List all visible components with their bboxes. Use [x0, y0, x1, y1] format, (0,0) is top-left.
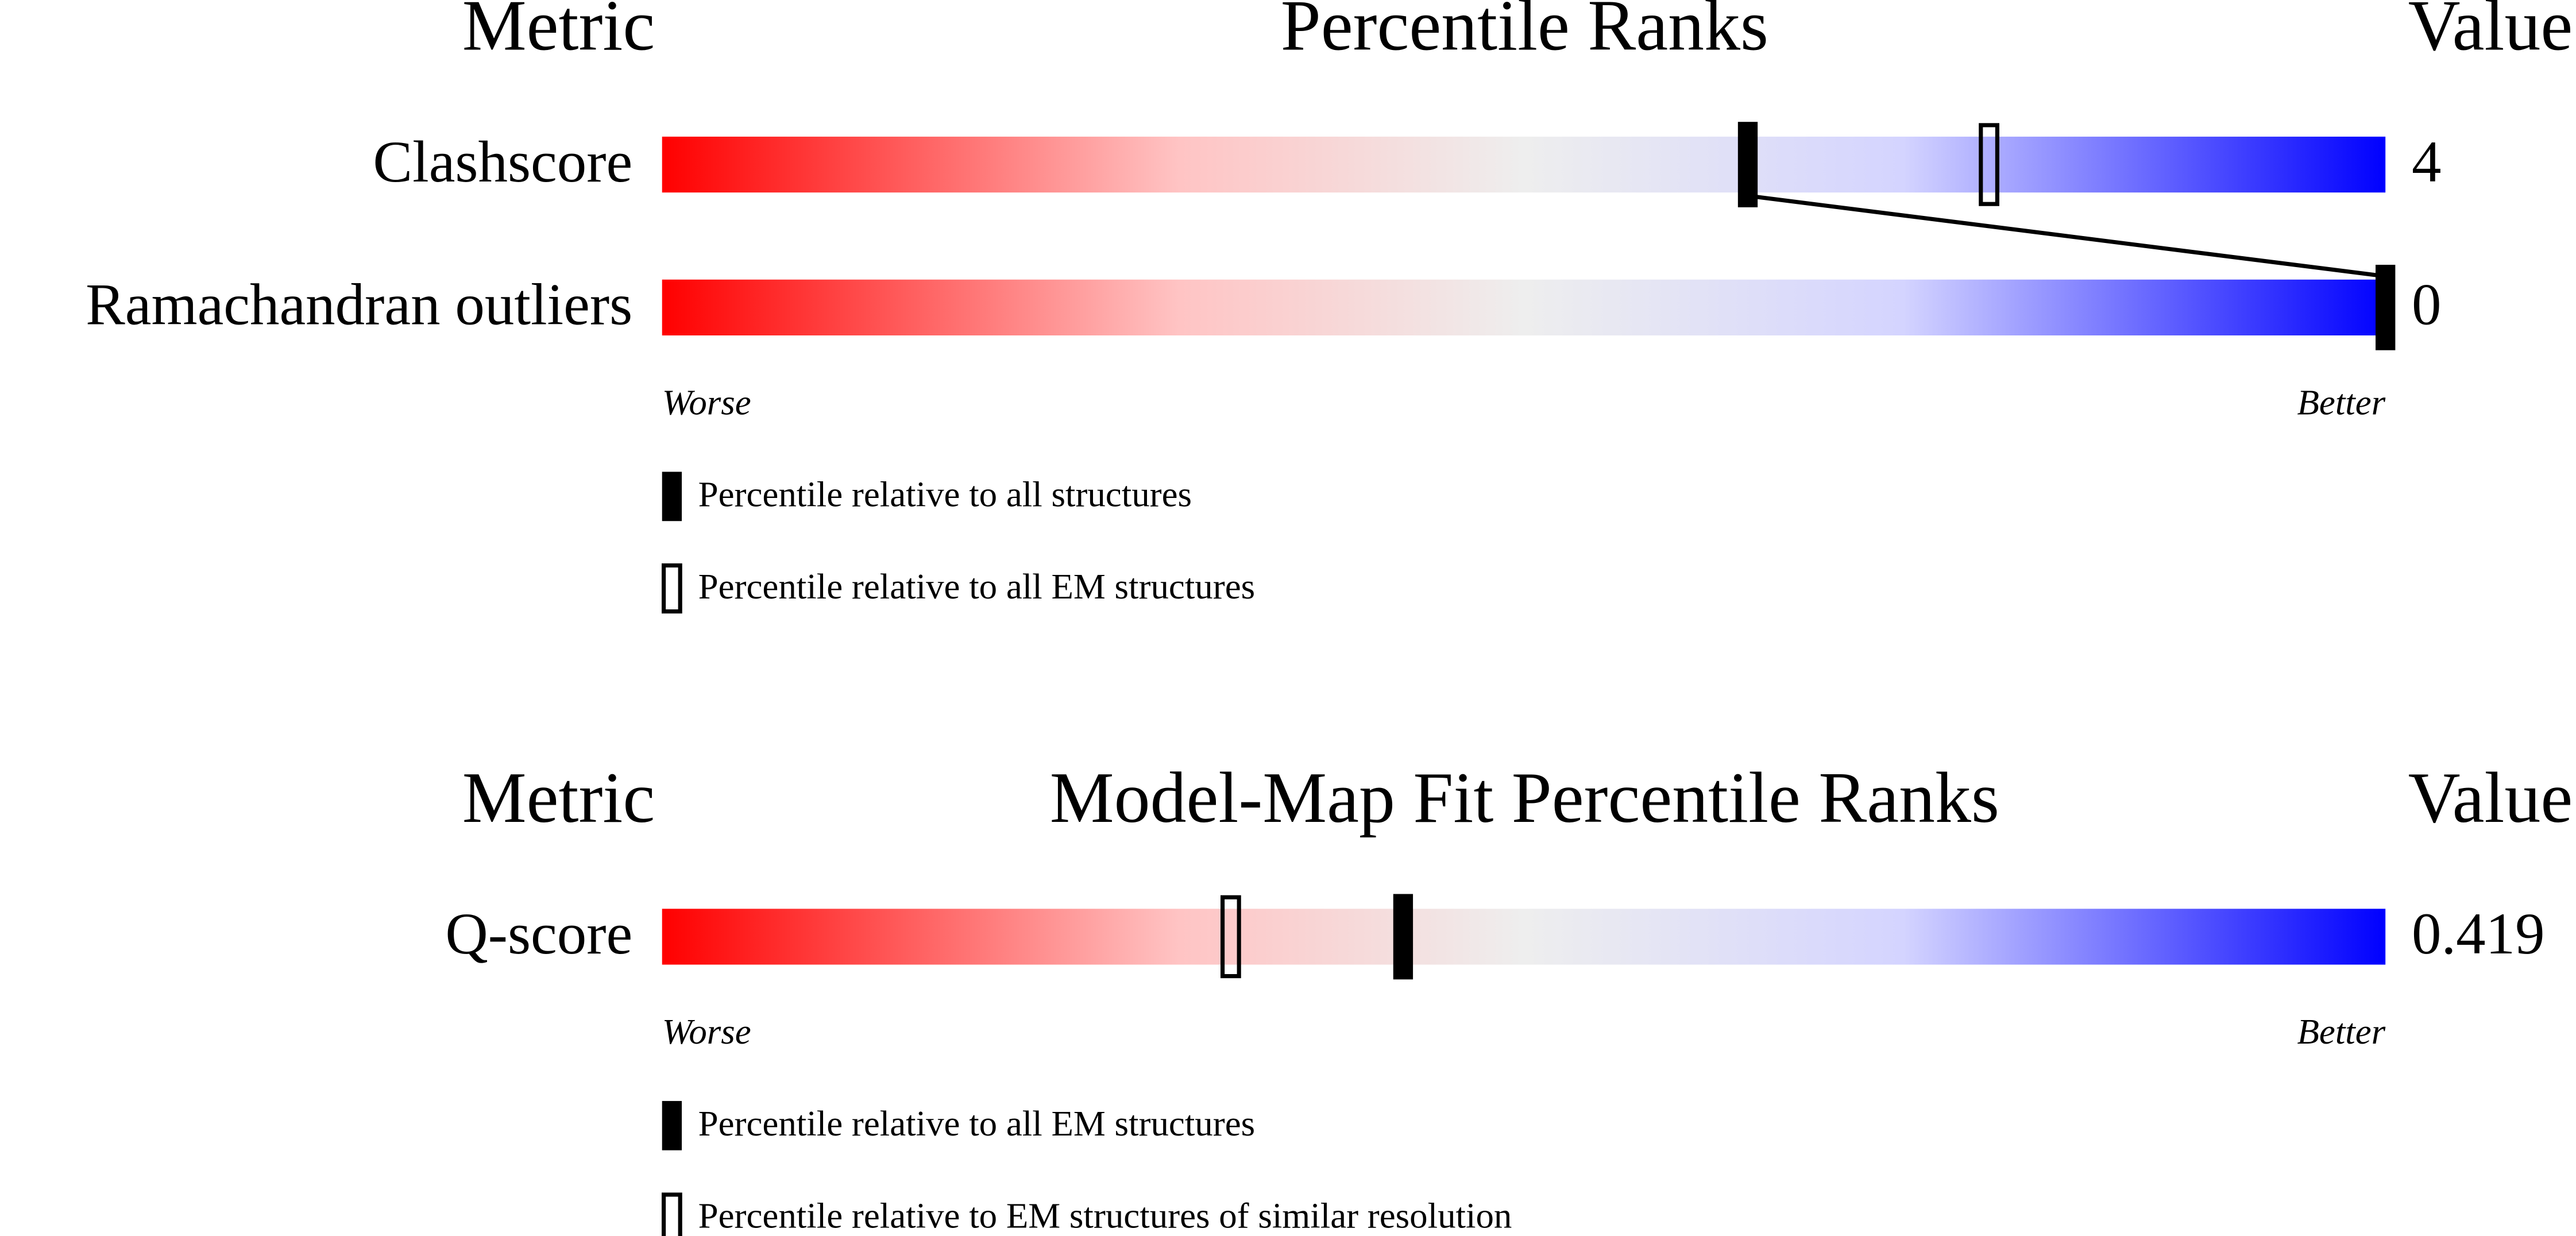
percentile-marker-outline — [1979, 123, 1999, 206]
percentile-bar — [662, 279, 2386, 336]
legend-label: Percentile relative to EM structures of … — [698, 1195, 1512, 1235]
percentile-marker — [1737, 122, 1758, 207]
metric-label: Ramachandran outliers — [86, 272, 632, 338]
metric-label: Q-score — [445, 901, 632, 967]
chart-title: Percentile Ranks — [1281, 0, 1768, 66]
metric-label: Clashscore — [373, 129, 632, 195]
percentile-bar — [662, 909, 2386, 965]
legend-label: Percentile relative to all EM structures — [698, 1103, 1255, 1144]
legend-label: Percentile relative to all EM structures — [698, 566, 1255, 607]
metric-value: 0 — [2412, 272, 2441, 338]
legend-swatch — [661, 563, 682, 614]
metric-header: Metric — [462, 0, 655, 66]
value-header: Value — [2408, 758, 2573, 838]
connector-line — [1747, 194, 2386, 279]
metric-value: 4 — [2412, 129, 2441, 195]
legend-swatch — [662, 472, 682, 522]
worse-label: Worse — [662, 1011, 751, 1052]
legend-swatch — [661, 1192, 682, 1236]
legend-swatch — [662, 1100, 682, 1150]
legend-label: Percentile relative to all structures — [698, 474, 1192, 515]
percentile-marker-outline — [1220, 895, 1241, 979]
better-label: Better — [2297, 382, 2385, 422]
value-header: Value — [2408, 0, 2573, 66]
metric-value: 0.419 — [2412, 901, 2545, 967]
chart-title: Model-Map Fit Percentile Ranks — [1050, 758, 1999, 838]
percentile-bar — [662, 136, 2386, 193]
better-label: Better — [2297, 1011, 2385, 1052]
percentile-marker — [2376, 265, 2396, 350]
worse-label: Worse — [662, 382, 751, 422]
percentile-marker — [1393, 894, 1413, 980]
metric-header: Metric — [462, 758, 655, 838]
